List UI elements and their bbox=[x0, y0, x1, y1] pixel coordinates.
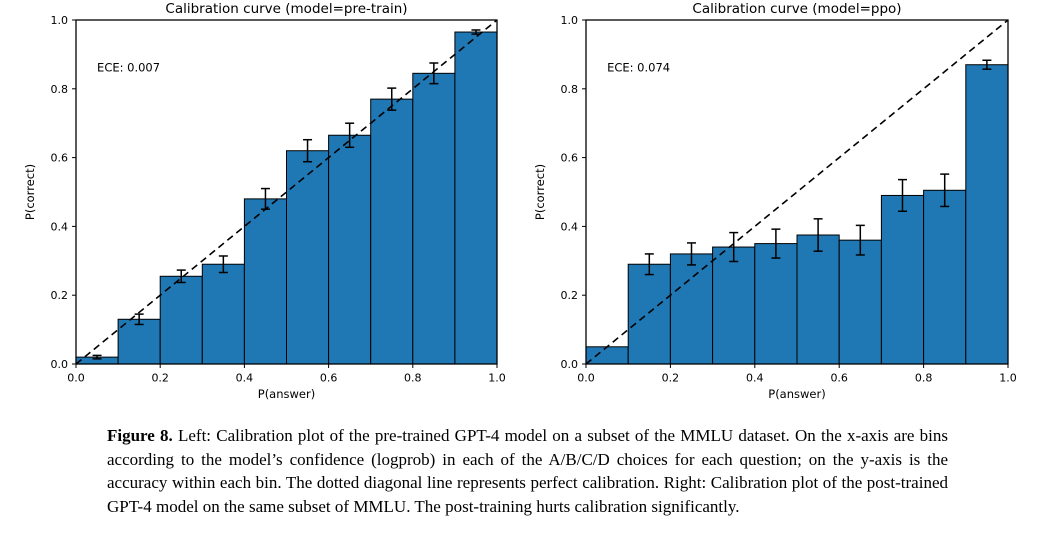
y-tick-label: 0.6 bbox=[51, 152, 69, 165]
histogram-bar bbox=[712, 246, 756, 365]
x-tick-label: 0.2 bbox=[662, 372, 680, 385]
figure-caption: Figure 8. Left: Calibration plot of the … bbox=[107, 424, 948, 518]
x-tick-label: 0.4 bbox=[236, 372, 254, 385]
histogram-bar bbox=[286, 150, 330, 365]
histogram-bar bbox=[585, 346, 629, 365]
x-axis-label: P(answer) bbox=[768, 387, 825, 401]
x-tick-label: 0.0 bbox=[577, 372, 595, 385]
y-tick-label: 1.0 bbox=[51, 14, 69, 27]
histogram-bar bbox=[328, 134, 372, 365]
x-tick-label: 0.6 bbox=[320, 372, 338, 385]
diagonal-line bbox=[585, 19, 1009, 365]
histogram-bar bbox=[370, 98, 414, 365]
x-tick-label: 0.6 bbox=[830, 372, 848, 385]
x-tick-label: 0.4 bbox=[746, 372, 764, 385]
x-tick-label: 1.0 bbox=[999, 372, 1017, 385]
y-tick-label: 0.4 bbox=[561, 220, 579, 233]
y-tick-label: 0.2 bbox=[51, 289, 69, 302]
ece-annotation: ECE: 0.074 bbox=[607, 61, 670, 75]
y-tick-label: 0.4 bbox=[51, 220, 69, 233]
calibration-chart-pretrain: 0.0 0.2 0.4 0.6 0.8 1.0 0.0 0.2 0.4 0.6 0.8 1.0 Cali… bbox=[23, 1, 506, 401]
histogram-bar bbox=[627, 263, 671, 365]
diagonal-line bbox=[75, 19, 498, 365]
x-tick-label: 0.2 bbox=[151, 372, 169, 385]
ece-annotation: ECE: 0.007 bbox=[97, 61, 160, 75]
y-tick-label: 1.0 bbox=[561, 14, 579, 27]
x-tick-label: 0.0 bbox=[67, 372, 85, 385]
x-tick-label: 0.8 bbox=[915, 372, 933, 385]
histogram-bar bbox=[669, 253, 714, 365]
y-tick-label: 0.0 bbox=[561, 358, 579, 371]
caption-text: Left: Calibration plot of the pre-traine… bbox=[107, 426, 948, 516]
charts-row: 0.0 0.2 0.4 0.6 0.8 1.0 0.0 0.2 0.4 0.6 0.8 1.0 Cali… bbox=[23, 1, 1017, 401]
x-tick-label: 0.8 bbox=[404, 372, 422, 385]
plot-box bbox=[75, 19, 498, 365]
histogram-bar bbox=[201, 263, 245, 365]
y-tick-label: 0.0 bbox=[51, 358, 69, 371]
histogram-bar bbox=[880, 194, 925, 365]
plot-box bbox=[585, 19, 1009, 365]
y-tick-label: 0.2 bbox=[561, 289, 579, 302]
y-axis-label: P(correct) bbox=[533, 164, 547, 220]
histogram-bar bbox=[796, 234, 840, 365]
y-tick-label: 0.6 bbox=[561, 152, 579, 165]
caption-label: Figure 8. bbox=[107, 426, 173, 445]
y-axis-label: P(correct) bbox=[23, 164, 37, 220]
histogram-bar bbox=[754, 243, 798, 365]
chart-title: Calibration curve (model=pre-train) bbox=[165, 1, 407, 17]
histogram-bar bbox=[454, 31, 498, 365]
y-tick-label: 0.8 bbox=[561, 83, 579, 96]
histogram-bar bbox=[923, 189, 967, 365]
histogram-bar bbox=[412, 72, 456, 365]
histogram-bar bbox=[117, 318, 161, 365]
x-tick-label: 1.0 bbox=[488, 372, 506, 385]
y-tick-label: 0.8 bbox=[51, 83, 69, 96]
calibration-chart-ppo: 0.0 0.2 0.4 0.6 0.8 1.0 0.0 0.2 0.4 0.6 0.8 1.0 Cali… bbox=[533, 1, 1017, 401]
histogram-bar bbox=[838, 239, 882, 365]
histogram-bar bbox=[243, 198, 287, 365]
x-axis-label: P(answer) bbox=[258, 387, 315, 401]
histogram-bar bbox=[965, 64, 1009, 365]
chart-title: Calibration curve (model=ppo) bbox=[692, 1, 901, 17]
